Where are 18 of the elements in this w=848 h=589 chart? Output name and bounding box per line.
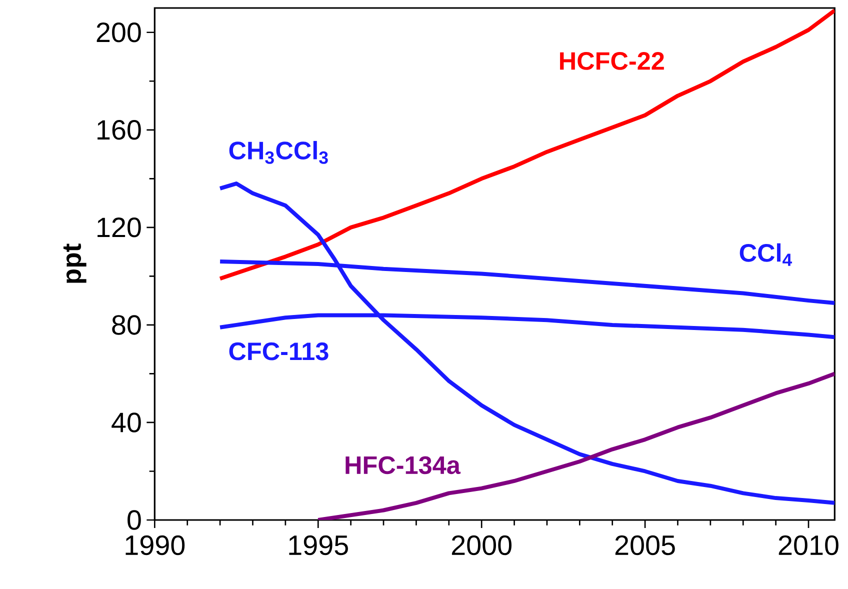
series-label: CCl$_{4}$	[740, 243, 792, 266]
series-label: HFC-134a	[346, 456, 461, 474]
y-axis-title: ppt	[63, 244, 86, 283]
line-series	[218, 181, 835, 505]
y-tick-label: 200	[96, 22, 141, 42]
y-tick-label: 40	[112, 412, 141, 432]
y-tick-label: 0	[128, 510, 141, 530]
y-tick-label: 160	[98, 120, 141, 140]
series-label: CFC-113	[229, 342, 328, 360]
series-label: HCFC-22	[560, 52, 664, 70]
y-tick-label: 120	[98, 217, 141, 238]
x-tick-label: 1995	[289, 535, 348, 555]
series-label: CH$_{3}$CCl$_{3}$	[229, 140, 328, 164]
x-tick-label: 2010	[778, 535, 838, 555]
x-tick-label: 1990	[126, 535, 185, 555]
x-tick-label: 2000	[452, 535, 512, 555]
x-tick-label: 2005	[615, 535, 675, 555]
y-tick-label: 80	[112, 314, 141, 335]
